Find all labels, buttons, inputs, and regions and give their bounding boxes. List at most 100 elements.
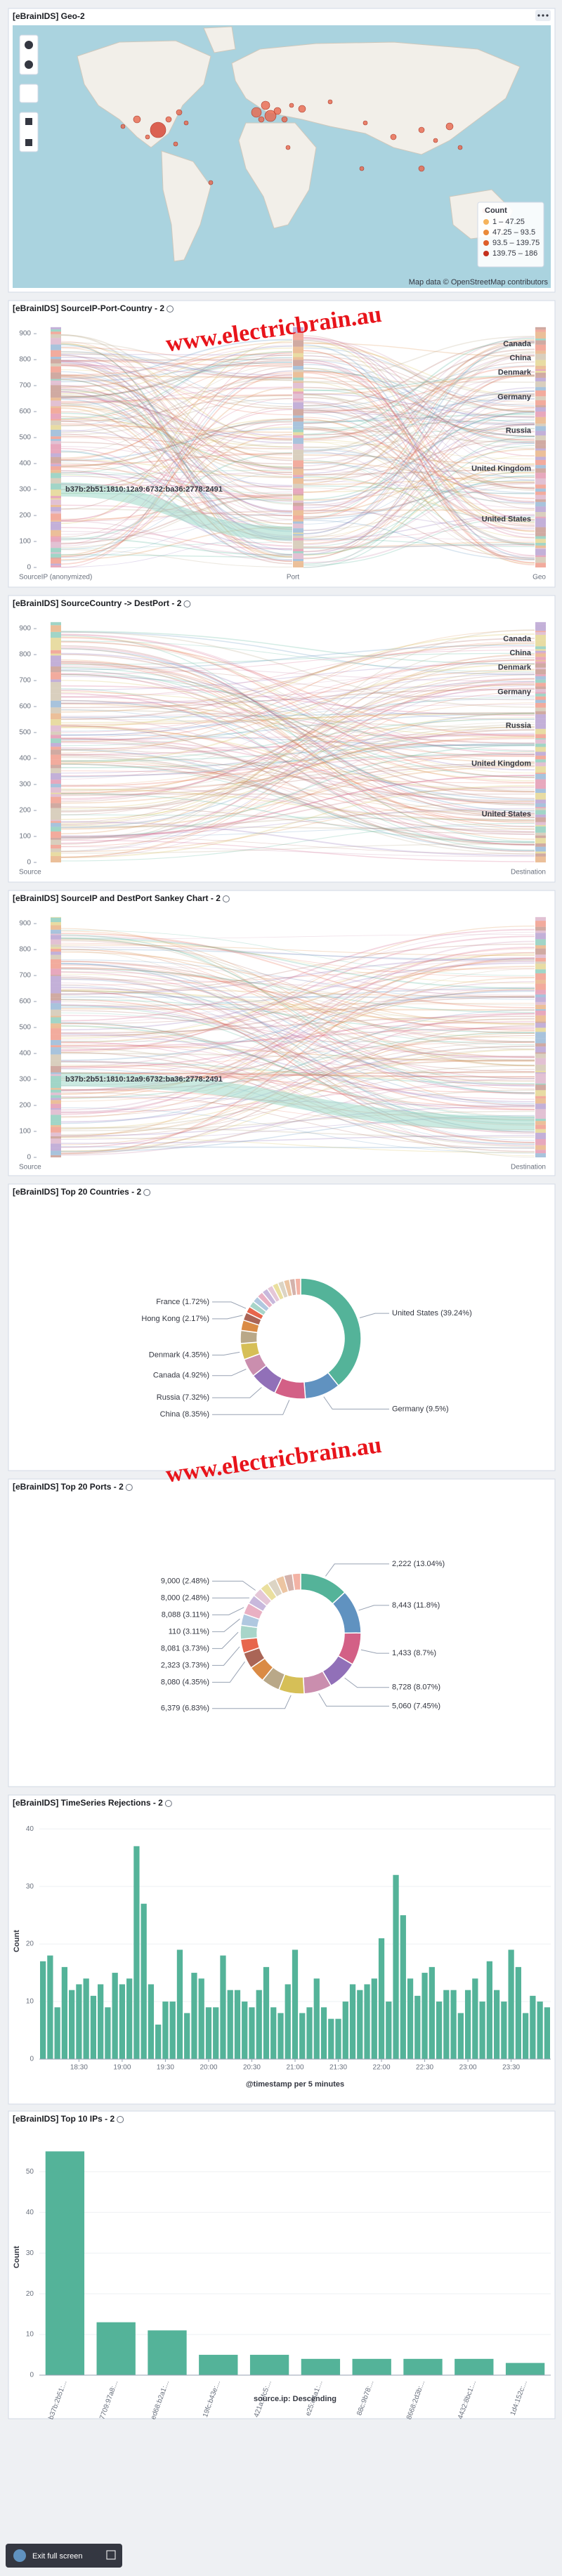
- sankey-node: [51, 661, 61, 666]
- y-tick-label: 300: [19, 1076, 31, 1084]
- sankey-link: [60, 770, 535, 784]
- sankey-link: [60, 754, 535, 777]
- sankey-node: [293, 340, 303, 347]
- sankey-node: [51, 464, 61, 466]
- y-tick-label: 400: [19, 460, 31, 468]
- sankey-node: [535, 973, 546, 980]
- sankey-link: [60, 999, 535, 1110]
- bar: [400, 1915, 406, 2059]
- y-tick-label: 0: [27, 1154, 31, 1162]
- sankey-link: [60, 549, 293, 568]
- donut-slice: [294, 1277, 301, 1296]
- sankey-node: [293, 417, 303, 422]
- exit-full-screen-button[interactable]: Exit full screen: [6, 2544, 122, 2568]
- sankey-link: [60, 685, 535, 853]
- leader-line: [212, 1315, 243, 1320]
- sankey-node: [535, 423, 546, 426]
- leader-line: [360, 1649, 389, 1654]
- sankey-link: [60, 1005, 535, 1118]
- sankey-node: [51, 1126, 61, 1133]
- sankey-node: [51, 1028, 61, 1034]
- sankey-link: [60, 1025, 535, 1157]
- sankey-node: [535, 1153, 546, 1157]
- sankey-link: [60, 474, 293, 525]
- sankey-link: [60, 395, 293, 404]
- sankey-link: [303, 393, 535, 418]
- sankey-node: [51, 773, 61, 780]
- y-tick-label: 500: [19, 729, 31, 737]
- bar: [429, 1966, 435, 2059]
- sankey-node: [51, 552, 61, 554]
- sankey-link: [60, 1065, 535, 1082]
- sankey-node: [535, 1098, 546, 1104]
- sankey-node: [51, 813, 61, 820]
- map-controls[interactable]: [19, 34, 39, 152]
- sankey-node: [51, 385, 61, 392]
- node-label: b37b:2b51:1810:12a9:6732:ba36:2778:2491: [65, 1075, 223, 1084]
- sankey-link: [303, 389, 535, 438]
- sankey-link: [60, 997, 535, 1037]
- sankey-node: [293, 348, 303, 353]
- legend-label: 47.25 – 93.5: [492, 228, 535, 237]
- map-attribution: Map data © OpenStreetMap contributors: [409, 278, 549, 287]
- sankey-link: [60, 416, 293, 468]
- sankey-link: [60, 341, 293, 388]
- sankey-link: [60, 343, 293, 555]
- slice-label: Russia (7.32%): [157, 1393, 209, 1402]
- panel-menu[interactable]: [535, 10, 551, 21]
- sankey-node: [51, 1098, 61, 1100]
- sankey-link: [60, 1110, 535, 1131]
- bar: [47, 1955, 53, 2059]
- sankey-node: [535, 770, 546, 773]
- sankey-node: [535, 945, 546, 949]
- sankey-link: [60, 809, 535, 829]
- sankey-node: [535, 1038, 546, 1044]
- bar: [371, 1978, 377, 2059]
- sankey-link: [303, 354, 535, 467]
- sankey-link: [60, 459, 293, 499]
- sankey-link: [60, 990, 535, 1143]
- sankey-link: [60, 939, 535, 1050]
- sankey-node: [535, 711, 546, 715]
- sankey-link: [60, 990, 535, 1058]
- sankey-link: [303, 371, 535, 515]
- sankey-node: [535, 961, 546, 964]
- sankey-node: [51, 672, 61, 673]
- sankey-link: [60, 466, 293, 499]
- sankey-link: [303, 479, 535, 520]
- sankey-node: [51, 1054, 61, 1061]
- sankey-node: [51, 327, 61, 328]
- sankey-link: [303, 344, 535, 560]
- bar: [352, 2358, 391, 2375]
- sankey-node: [293, 491, 303, 494]
- sankey-link: [60, 346, 293, 405]
- sankey-link: [60, 1021, 535, 1051]
- sankey-link: [60, 541, 293, 549]
- sankey-link: [60, 725, 535, 853]
- sankey-link: [303, 416, 535, 503]
- sankey-node: [535, 468, 546, 473]
- sankey-node: [535, 376, 546, 378]
- sankey-node: [535, 1139, 546, 1145]
- sankey-node: [293, 500, 303, 503]
- sankey-link: [60, 376, 293, 433]
- sankey-link: [60, 344, 293, 551]
- sankey-link: [303, 455, 535, 538]
- sankey-node: [535, 1118, 546, 1122]
- y-tick-label: 600: [19, 703, 31, 711]
- sankey-link: [303, 348, 535, 407]
- sankey-node: [535, 407, 546, 412]
- sankey-node: [51, 379, 61, 381]
- sankey-link: [60, 926, 535, 1053]
- sankey-link: [60, 355, 293, 461]
- sankey-link: [60, 933, 535, 1008]
- sankey-link: [60, 655, 535, 780]
- sankey-node: [51, 993, 61, 998]
- sankey-link: [60, 1032, 535, 1082]
- sankey-node: [535, 817, 546, 822]
- sankey-link: [60, 435, 293, 449]
- sankey-link: [60, 334, 293, 470]
- sankey-link: [303, 370, 535, 441]
- legend-label: 1 – 47.25: [492, 218, 525, 226]
- sankey-node: [51, 1074, 61, 1077]
